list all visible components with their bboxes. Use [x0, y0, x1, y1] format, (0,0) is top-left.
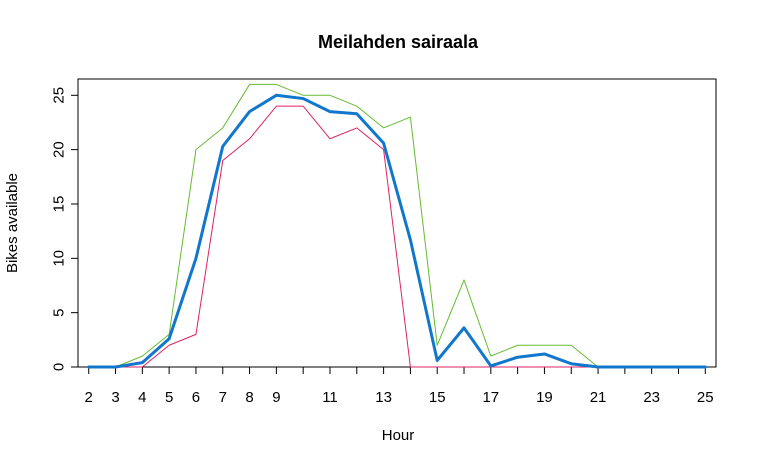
series-line-1 — [88, 83, 706, 368]
x-tick-label: 2 — [85, 389, 93, 406]
x-tick-label: 17 — [482, 389, 499, 406]
chart-title: Meilahden sairaala — [318, 32, 479, 52]
x-tick-label: 15 — [429, 389, 446, 406]
y-tick-label: 15 — [50, 196, 67, 213]
x-tick-label: 23 — [643, 389, 660, 406]
x-tick-label: 6 — [192, 389, 200, 406]
x-tick-label: 9 — [272, 389, 280, 406]
x-tick-label: 5 — [165, 389, 173, 406]
x-tick-label: 4 — [138, 389, 146, 406]
x-tick-label: 8 — [245, 389, 253, 406]
x-tick-label: 21 — [590, 389, 607, 406]
series-layer — [87, 83, 707, 369]
y-tick-label: 20 — [50, 141, 67, 158]
y-tick-label: 25 — [50, 87, 67, 104]
y-axis-label: Bikes available — [4, 173, 21, 273]
x-axis: 2 3 4 5 6 7 8 9 11 13 15 17 19 21 23 25 — [85, 366, 714, 406]
x-tick-label: 25 — [697, 389, 714, 406]
y-axis: 0 5 10 15 20 25 — [50, 87, 79, 371]
x-tick-label: 11 — [322, 389, 338, 406]
x-tick-label: 19 — [536, 389, 553, 406]
y-tick-label: 10 — [50, 250, 67, 267]
series-line-3 — [87, 93, 707, 369]
x-axis-label: Hour — [382, 427, 415, 444]
x-tick-label: 3 — [111, 389, 119, 406]
y-tick-label: 0 — [50, 363, 67, 371]
x-tick-label: 13 — [375, 389, 392, 406]
series-line-2 — [88, 105, 706, 368]
x-tick-label: 7 — [219, 389, 227, 406]
y-tick-label: 5 — [50, 308, 67, 316]
